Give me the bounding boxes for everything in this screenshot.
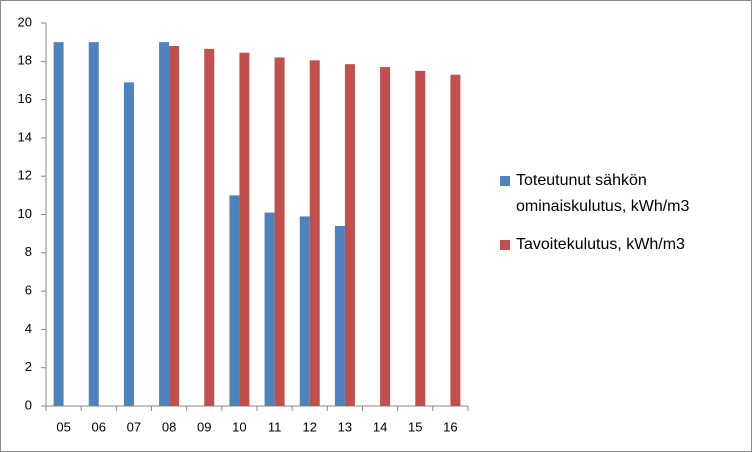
bar bbox=[299, 216, 310, 406]
y-tick-label: 0 bbox=[25, 397, 32, 412]
bar bbox=[159, 42, 170, 407]
bar bbox=[123, 82, 134, 407]
y-tick-label: 6 bbox=[25, 283, 32, 298]
y-tick-label: 16 bbox=[18, 91, 32, 106]
y-tick-label: 12 bbox=[18, 168, 32, 183]
bar bbox=[229, 195, 240, 406]
legend-swatch bbox=[500, 176, 510, 186]
x-tick-label: 12 bbox=[303, 419, 317, 434]
x-tick-label: 05 bbox=[56, 419, 70, 434]
x-tick-label: 13 bbox=[338, 419, 352, 434]
bar bbox=[380, 67, 391, 407]
y-tick-label: 4 bbox=[25, 321, 32, 336]
legend-label: Toteutunut sähkön ominaiskulutus, kWh/m3 bbox=[516, 172, 690, 215]
y-tick-label: 8 bbox=[25, 244, 32, 259]
y-tick-label: 14 bbox=[18, 129, 32, 144]
y-tick-label: 2 bbox=[25, 359, 32, 374]
x-tick-label: 10 bbox=[232, 419, 246, 434]
bar bbox=[264, 212, 275, 406]
x-tick-label: 06 bbox=[92, 419, 106, 434]
x-tick-label: 07 bbox=[127, 419, 141, 434]
y-tick-label: 20 bbox=[18, 14, 32, 29]
bar bbox=[88, 42, 99, 407]
x-tick-label: 08 bbox=[162, 419, 176, 434]
bar bbox=[239, 52, 250, 407]
x-tick-label: 15 bbox=[408, 419, 422, 434]
bar bbox=[344, 64, 355, 407]
bar bbox=[450, 74, 461, 406]
bar bbox=[274, 57, 285, 406]
bar bbox=[415, 70, 426, 406]
x-tick-label: 11 bbox=[268, 419, 282, 434]
bar bbox=[169, 45, 180, 406]
x-tick-label: 16 bbox=[443, 419, 457, 434]
bar bbox=[53, 42, 64, 407]
x-tick-label: 09 bbox=[197, 419, 211, 434]
legend-swatch bbox=[500, 240, 510, 250]
y-tick-label: 10 bbox=[18, 206, 32, 221]
y-tick-label: 18 bbox=[18, 53, 32, 68]
legend-label: Tavoitekulutus, kWh/m3 bbox=[516, 236, 685, 253]
bar bbox=[334, 225, 345, 406]
x-tick-label: 14 bbox=[373, 419, 387, 434]
bar bbox=[204, 48, 215, 406]
bar bbox=[309, 60, 320, 406]
